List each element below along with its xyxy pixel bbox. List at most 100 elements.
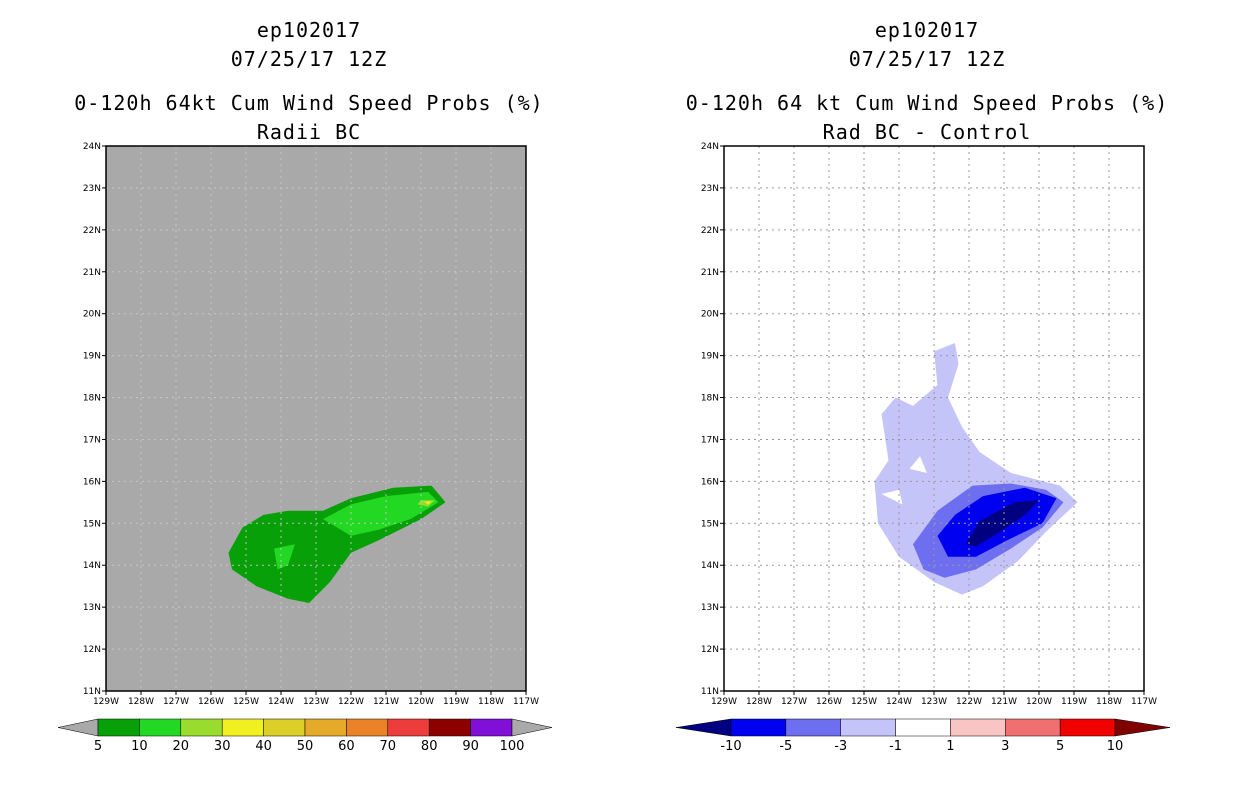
right-ytick-label: 19N (701, 352, 719, 362)
right-contour--10-3 (965, 500, 1039, 547)
right-xtick-label: 123W (921, 697, 947, 707)
left-colorbar-label: 100 (500, 739, 525, 754)
left-colorbar-label: 20 (173, 739, 190, 754)
left-colorbar-label: 10 (131, 739, 148, 754)
right-colorbar-label: 1 (946, 739, 954, 754)
left-xtick-label: 122W (338, 697, 364, 707)
left-colorbar-label: 90 (462, 739, 479, 754)
left-colorbar-swatch (221, 718, 264, 737)
right-xtick-label: 124W (886, 697, 912, 707)
left-ytick-label: 16N (83, 477, 101, 487)
left-colorbar-label: 30 (214, 739, 231, 754)
left-colorbar-swatch (97, 718, 140, 737)
right-colorbar-swatch (1005, 718, 1061, 737)
left-chart-title: 0-120h 64kt Cum Wind Speed Probs (%) (74, 91, 544, 115)
left-ytick-label: 18N (83, 394, 101, 404)
right-ytick-label: 18N (701, 394, 719, 404)
left-ytick-label: 11N (83, 687, 101, 697)
left-colorbar-label: 80 (421, 739, 438, 754)
left-ytick-label: 19N (83, 352, 101, 362)
right-ytick-label: 17N (701, 435, 719, 445)
left-ytick-label: 13N (83, 603, 101, 613)
right-ytick-label: 15N (701, 519, 719, 529)
left-colorbar-swatch (346, 718, 389, 737)
right-colorbar-label: -3 (834, 739, 847, 754)
right-colorbar-label: 3 (1001, 739, 1009, 754)
left-xtick-label: 120W (408, 697, 434, 707)
right-xtick-label: 129W (711, 697, 737, 707)
left-colorbar-label: 60 (338, 739, 355, 754)
right-colorbar-label: -5 (779, 739, 792, 754)
left-colorbar-end-high (511, 718, 553, 737)
left-chart-subtitle: Radii BC (256, 120, 362, 144)
right-colorbar-label: -1 (889, 739, 902, 754)
left-xtick-label: 123W (303, 697, 329, 707)
right-colorbar-label: 10 (1107, 739, 1124, 754)
left-colorbar-label: 70 (380, 739, 397, 754)
right-colorbar-end-low (675, 718, 732, 737)
right-title-date: 07/25/17 12Z (848, 47, 1006, 71)
left-xtick-label: 117W (513, 697, 539, 707)
left-xtick-label: 129W (93, 697, 119, 707)
right-xtick-label: 118W (1096, 697, 1122, 707)
left-contour-10-2 (274, 544, 295, 570)
right-ytick-label: 22N (701, 226, 719, 236)
left-colorbar-label: 50 (297, 739, 314, 754)
right-xtick-label: 119W (1061, 697, 1087, 707)
left-xtick-label: 121W (373, 697, 399, 707)
right-colorbar-swatch (840, 718, 896, 737)
right-ytick-label: 23N (701, 184, 719, 194)
right-ytick-label: 11N (701, 687, 719, 697)
right-ytick-label: 20N (701, 310, 719, 320)
right-colorbar-swatch (785, 718, 841, 737)
left-xtick-label: 127W (163, 697, 189, 707)
left-colorbar-swatch (387, 718, 430, 737)
left-xtick-label: 124W (268, 697, 294, 707)
right-xtick-label: 126W (816, 697, 842, 707)
left-contour-10-1 (323, 491, 439, 536)
left-colorbar-label: 5 (94, 739, 102, 754)
left-colorbar-swatch (180, 718, 223, 737)
left-colorbar-swatch (470, 718, 513, 737)
left-xtick-label: 119W (443, 697, 469, 707)
right-contour-hole-0 (881, 489, 903, 505)
right-colorbar-swatch (895, 718, 951, 737)
left-xtick-label: 118W (478, 697, 504, 707)
left-colorbar-swatch (263, 718, 306, 737)
right-ytick-label: 14N (701, 561, 719, 571)
right-contour-layer (874, 343, 1078, 595)
right-colorbar-swatch (730, 718, 787, 737)
right-xtick-label: 127W (781, 697, 807, 707)
right-colorbar-label: 5 (1056, 739, 1064, 754)
left-colorbar-swatch (139, 718, 182, 737)
right-ytick-label: 13N (701, 603, 719, 613)
left-ytick-label: 17N (83, 435, 101, 445)
right-ytick-label: 21N (701, 268, 719, 278)
right-colorbar-label: -10 (720, 739, 741, 754)
right-chart-subtitle: Rad BC - Control (822, 120, 1032, 144)
right-ytick-label: 12N (701, 645, 719, 655)
right-colorbar-swatch (950, 718, 1006, 737)
left-xtick-label: 128W (128, 697, 154, 707)
left-xtick-label: 125W (233, 697, 259, 707)
right-title-id: ep102017 (874, 18, 980, 42)
left-title-id: ep102017 (256, 18, 362, 42)
left-ytick-label: 24N (83, 142, 101, 152)
right-xtick-label: 121W (991, 697, 1017, 707)
left-colorbar-swatch (428, 718, 471, 737)
right-ytick-label: 24N (701, 142, 719, 152)
right-colorbar-swatch (1059, 718, 1116, 737)
left-contour-layer (228, 485, 446, 603)
right-difference-map: 129W 128W 127W 126W 125W 124W 123W 122W 121W 120W… (675, 142, 1171, 754)
right-xtick-label: 117W (1131, 697, 1157, 707)
left-colorbar-swatch (304, 718, 347, 737)
left-xtick-label: 126W (198, 697, 224, 707)
left-ytick-label: 12N (83, 645, 101, 655)
left-colorbar-end-low (57, 718, 99, 737)
right-chart-title: 0-120h 64 kt Cum Wind Speed Probs (%) (685, 91, 1169, 115)
right-xtick-label: 125W (851, 697, 877, 707)
left-ytick-label: 20N (83, 310, 101, 320)
right-ytick-label: 16N (701, 477, 719, 487)
left-title-date: 07/25/17 12Z (230, 47, 388, 71)
left-ytick-label: 22N (83, 226, 101, 236)
